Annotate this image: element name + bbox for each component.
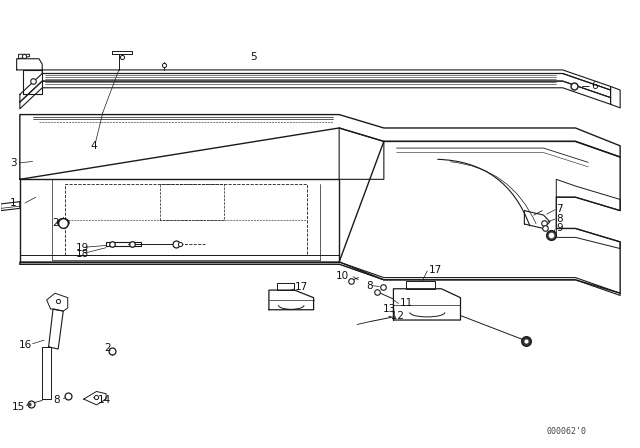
Text: 2: 2 — [52, 218, 58, 228]
Text: 9: 9 — [556, 224, 563, 233]
Text: 1: 1 — [10, 198, 17, 208]
Text: 17: 17 — [429, 265, 442, 275]
Text: 16: 16 — [19, 340, 32, 349]
Text: 5: 5 — [250, 52, 257, 61]
Text: 18: 18 — [76, 249, 90, 259]
Text: 8: 8 — [556, 214, 563, 224]
Text: 6: 6 — [591, 82, 598, 91]
Text: 15: 15 — [12, 402, 26, 412]
Text: 8: 8 — [53, 395, 60, 405]
Text: 3: 3 — [10, 158, 17, 168]
Circle shape — [58, 219, 69, 227]
Text: 4: 4 — [90, 141, 97, 151]
FancyArrowPatch shape — [438, 159, 530, 226]
FancyArrowPatch shape — [451, 162, 536, 224]
Text: 8: 8 — [366, 280, 372, 291]
Text: 000062'0: 000062'0 — [547, 427, 587, 436]
Text: 17: 17 — [294, 282, 308, 293]
Text: 14: 14 — [98, 395, 111, 405]
Text: 11: 11 — [400, 298, 413, 309]
Text: 7: 7 — [556, 204, 563, 214]
Text: 10: 10 — [336, 271, 349, 281]
Text: 13: 13 — [383, 304, 396, 314]
Text: 19: 19 — [76, 243, 90, 253]
Text: 2: 2 — [104, 343, 111, 353]
Text: -12: -12 — [387, 310, 404, 321]
